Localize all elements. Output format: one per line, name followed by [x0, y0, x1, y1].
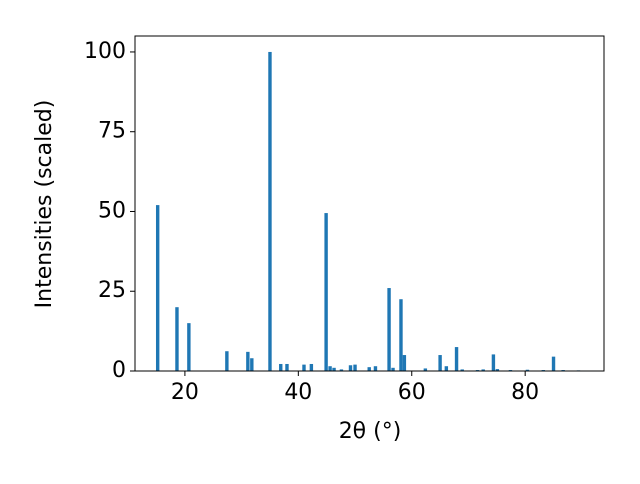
- bar: [525, 369, 530, 371]
- bar: [328, 366, 332, 371]
- bar: [391, 367, 395, 371]
- y-tick-label: 75: [98, 119, 126, 144]
- bar: [438, 355, 442, 371]
- x-tick-label: 40: [284, 380, 312, 405]
- bar: [302, 364, 306, 371]
- bar: [309, 363, 314, 371]
- plot-frame: [134, 35, 605, 372]
- bar: [454, 347, 459, 371]
- bar: [387, 288, 391, 371]
- x-tick-label: 80: [511, 380, 539, 405]
- bar: [332, 367, 336, 371]
- bar: [246, 351, 250, 371]
- bar: [402, 355, 407, 371]
- bar: [339, 369, 344, 371]
- y-tick-label: 100: [84, 39, 126, 64]
- bar: [155, 205, 160, 371]
- bar: [268, 51, 272, 371]
- bar: [187, 323, 191, 371]
- x-axis-label: 2θ (°): [339, 419, 402, 444]
- bar: [444, 366, 449, 371]
- bar: [373, 366, 378, 371]
- bar: [225, 351, 229, 371]
- x-tick-label: 60: [398, 380, 426, 405]
- bar: [551, 356, 556, 371]
- bar: [495, 369, 500, 371]
- bar: [353, 364, 357, 371]
- bar: [175, 307, 179, 371]
- bar: [491, 354, 496, 371]
- bar: [423, 368, 428, 371]
- bar: [279, 363, 283, 371]
- bar: [348, 365, 353, 371]
- bar: [367, 367, 371, 371]
- y-tick-label: 0: [112, 358, 126, 383]
- bar: [460, 369, 464, 371]
- bar: [285, 363, 289, 371]
- bar: [324, 213, 328, 371]
- y-tick-label: 25: [98, 278, 126, 303]
- y-axis-label: Intensities (scaled): [32, 100, 57, 309]
- bar: [399, 299, 403, 371]
- bar: [481, 369, 485, 371]
- x-tick-label: 20: [171, 380, 199, 405]
- bar: [250, 358, 254, 371]
- y-tick-label: 50: [98, 198, 126, 223]
